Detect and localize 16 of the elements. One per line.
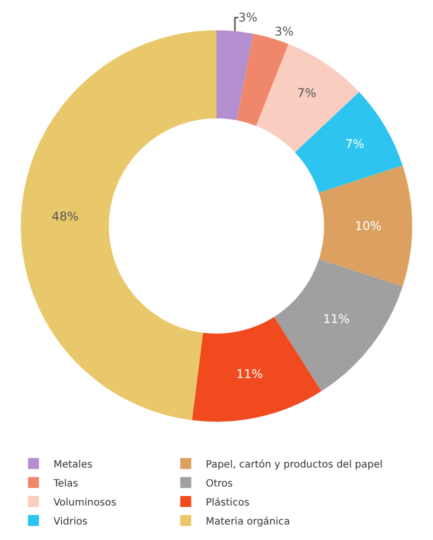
- legend-label: Otros: [206, 478, 233, 490]
- data-label: 7%: [297, 86, 316, 100]
- data-label: 3%: [238, 10, 258, 25]
- data-label: 11%: [323, 312, 350, 326]
- legend-label: Voluminosos: [53, 497, 116, 508]
- legend-label: Papel, cartón y productos del papel: [206, 459, 383, 470]
- legend-label: Vidrios: [53, 516, 88, 528]
- data-label: 7%: [345, 137, 364, 152]
- data-label: 11%: [236, 367, 263, 382]
- data-label: 3%: [274, 24, 294, 39]
- data-label: 10%: [354, 219, 382, 233]
- legend-label: Materia orgánica: [206, 516, 290, 528]
- legend-label: Plásticos: [206, 497, 250, 508]
- legend-label: Telas: [52, 478, 78, 490]
- data-label: 48%: [52, 209, 78, 224]
- legend-label: Metales: [53, 459, 92, 470]
